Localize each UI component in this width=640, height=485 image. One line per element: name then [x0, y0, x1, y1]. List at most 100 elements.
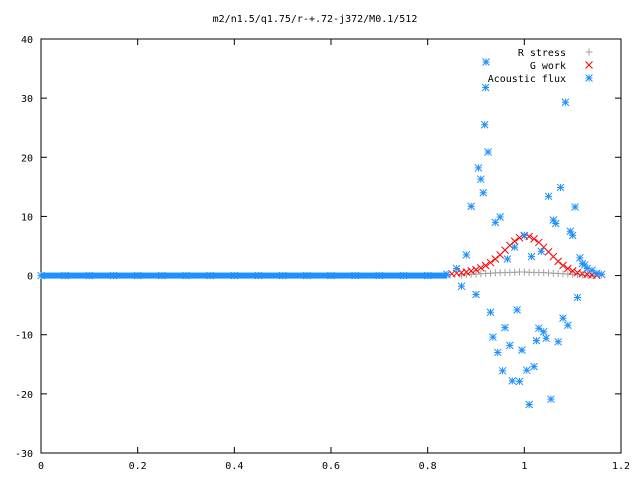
- data-point-acoustic-flux: [576, 253, 584, 262]
- data-point-acoustic-flux: [542, 334, 550, 343]
- data-point-acoustic-flux: [491, 218, 500, 227]
- data-point-acoustic-flux: [61, 271, 70, 280]
- data-point-acoustic-flux: [476, 175, 485, 184]
- data-point-acoustic-flux: [556, 183, 565, 192]
- data-point-g-work: [573, 268, 582, 277]
- data-point-acoustic-flux: [522, 366, 531, 375]
- data-point-g-work: [563, 264, 572, 273]
- data-point-acoustic-flux: [467, 202, 476, 211]
- data-point-acoustic-flux: [486, 308, 495, 317]
- data-point-g-work: [467, 266, 476, 275]
- data-point-acoustic-flux: [559, 314, 567, 323]
- data-point-acoustic-flux: [520, 231, 529, 240]
- legend-label: R stress: [518, 48, 566, 59]
- legend-marker: [585, 48, 593, 56]
- data-point-acoustic-flux: [327, 271, 335, 280]
- x-tick-label: 0: [38, 461, 44, 472]
- data-point-acoustic-flux: [573, 293, 582, 302]
- data-point-acoustic-flux: [518, 346, 526, 354]
- data-point-acoustic-flux: [513, 306, 521, 314]
- data-point-acoustic-flux: [109, 271, 118, 280]
- data-point-acoustic-flux: [489, 333, 497, 341]
- y-tick-label: 20: [21, 153, 33, 164]
- data-point-acoustic-flux: [496, 213, 505, 221]
- acoustic-flux-baseline-band: [41, 272, 447, 279]
- data-point-acoustic-flux: [505, 341, 514, 350]
- x-tick-label: 0.2: [129, 461, 147, 472]
- data-point-acoustic-flux: [588, 266, 596, 275]
- legend-marker: [585, 74, 593, 82]
- y-tick-label: 30: [21, 94, 33, 105]
- data-point-acoustic-flux: [423, 271, 432, 280]
- data-point-acoustic-flux: [508, 376, 517, 385]
- data-point-g-work: [472, 265, 480, 274]
- data-point-acoustic-flux: [503, 255, 512, 263]
- data-point-acoustic-flux: [498, 366, 507, 375]
- data-point-acoustic-flux: [578, 259, 587, 268]
- x-tick-label: 1.2: [612, 461, 630, 472]
- series-r-stress: [458, 268, 596, 279]
- plot-frame: [40, 38, 622, 454]
- data-point-g-work: [510, 237, 519, 246]
- data-point-acoustic-flux: [551, 219, 560, 228]
- data-point-acoustic-flux: [157, 271, 166, 280]
- data-point-g-work: [525, 232, 534, 241]
- legend-marker: [585, 61, 593, 69]
- data-point-g-work: [486, 258, 495, 267]
- y-tick-label: 0: [27, 272, 33, 283]
- series-acoustic-flux: [37, 83, 606, 409]
- data-point-acoustic-flux: [549, 216, 558, 224]
- series-g-work: [447, 232, 601, 280]
- y-tick-label: -10: [15, 331, 33, 342]
- data-point-acoustic-flux: [206, 271, 215, 280]
- data-point-acoustic-flux: [592, 269, 601, 278]
- data-point-acoustic-flux: [399, 271, 408, 280]
- data-point-g-work: [530, 235, 538, 243]
- x-tick-label: 0.6: [322, 461, 340, 472]
- data-point-g-work: [559, 261, 567, 270]
- data-point-acoustic-flux: [484, 148, 492, 156]
- data-point-acoustic-flux: [278, 271, 287, 280]
- data-point-acoustic-flux: [375, 271, 384, 280]
- data-point-g-work: [462, 268, 471, 276]
- data-point-acoustic-flux: [539, 327, 548, 336]
- y-tick-label: 40: [21, 35, 33, 46]
- data-point-acoustic-flux: [583, 264, 592, 273]
- data-point-acoustic-flux: [493, 348, 502, 357]
- data-point-acoustic-flux: [254, 271, 263, 280]
- data-point-acoustic-flux: [443, 270, 451, 279]
- data-point-g-work: [481, 261, 490, 270]
- data-point-acoustic-flux: [230, 271, 239, 280]
- data-point-acoustic-flux: [85, 271, 94, 280]
- data-point-acoustic-flux: [479, 188, 488, 197]
- x-tick-label: 1: [521, 461, 527, 472]
- legend: R stress G work Acoustic flux: [482, 48, 593, 85]
- x-tick-label: 0.4: [225, 461, 243, 472]
- legend-label: Acoustic flux: [488, 74, 566, 85]
- data-point-acoustic-flux: [481, 83, 490, 92]
- data-point-acoustic-flux: [534, 324, 543, 333]
- data-point-acoustic-flux: [547, 395, 555, 404]
- data-point-acoustic-flux: [571, 203, 579, 211]
- data-point-acoustic-flux: [544, 192, 553, 201]
- data-point-acoustic-flux: [597, 270, 606, 279]
- data-point-acoustic-flux: [527, 252, 536, 261]
- legend-extra-marker: [482, 58, 490, 66]
- data-point-acoustic-flux: [474, 164, 483, 172]
- y-tick-label: 10: [21, 212, 33, 223]
- data-point-g-work: [568, 266, 577, 275]
- data-point-acoustic-flux: [37, 271, 45, 280]
- x-tick-label: 0.8: [419, 461, 437, 472]
- data-point-acoustic-flux: [133, 271, 142, 280]
- marks-group: [37, 83, 606, 409]
- data-point-acoustic-flux: [182, 271, 190, 280]
- data-point-acoustic-flux: [568, 231, 577, 240]
- axes-group: 0 0.2 0.4 0.6 0.8 1 1.2 -30 -20 -10 0 10 20 30 40: [15, 35, 630, 472]
- y-tick-label: -20: [15, 390, 33, 401]
- data-point-acoustic-flux: [510, 243, 519, 252]
- data-point-acoustic-flux: [501, 323, 509, 332]
- y-tick-label: -30: [15, 449, 33, 460]
- data-point-acoustic-flux: [561, 98, 570, 107]
- data-point-acoustic-flux: [537, 247, 546, 256]
